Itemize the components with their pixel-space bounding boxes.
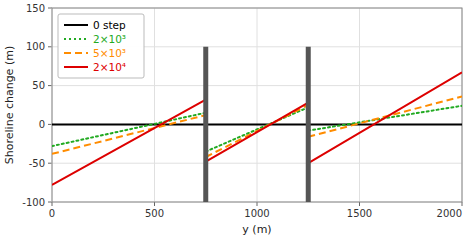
plot-frame xyxy=(52,8,462,202)
tick xyxy=(48,85,52,86)
groyne xyxy=(306,47,311,202)
legend-swatch xyxy=(64,38,88,40)
axes: -100-500501001500500100015002000 xyxy=(22,3,462,220)
series-line xyxy=(52,106,462,152)
legend-label: 2×10⁴ xyxy=(93,61,126,73)
groyne xyxy=(203,47,208,202)
tick xyxy=(48,46,52,47)
plot-area xyxy=(52,47,462,202)
legend-label: 2×10³ xyxy=(93,33,126,45)
tick xyxy=(52,202,53,206)
grid-line xyxy=(154,8,155,202)
legend-label: 0 step xyxy=(93,19,126,31)
tick xyxy=(48,124,52,125)
tick xyxy=(359,202,360,206)
tick xyxy=(462,202,463,206)
tick-label: 100 xyxy=(26,41,45,52)
tick-label: -50 xyxy=(29,158,45,169)
tick-label: 0 xyxy=(49,208,55,219)
y-axis-label: Shoreline change (m) xyxy=(3,46,16,164)
tick-label: 150 xyxy=(26,3,45,14)
series-line xyxy=(52,96,462,157)
tick xyxy=(48,8,52,9)
legend-box xyxy=(58,14,144,78)
legend: 0 step 2×10³ 5×10³ 2×10⁴ xyxy=(58,14,144,78)
tick-label: 1500 xyxy=(347,208,372,219)
series-line xyxy=(52,123,462,125)
legend-label: 5×10³ xyxy=(93,47,126,59)
grid-line xyxy=(257,8,258,202)
tick xyxy=(257,202,258,206)
tick-label: -100 xyxy=(22,197,45,208)
tick-label: 1000 xyxy=(244,208,269,219)
legend-swatch xyxy=(64,24,88,26)
legend-swatch xyxy=(64,66,88,68)
series-line xyxy=(52,72,462,185)
grid-line xyxy=(359,8,360,202)
tick-label: 50 xyxy=(32,80,45,91)
tick-label: 500 xyxy=(145,208,164,219)
tick xyxy=(48,202,52,203)
tick xyxy=(154,202,155,206)
tick-label: 0 xyxy=(39,119,45,130)
chart: -100-500501001500500100015002000y (m)Sho… xyxy=(0,0,474,238)
legend-swatch xyxy=(64,52,88,54)
tick-label: 2000 xyxy=(437,208,462,219)
tick xyxy=(48,163,52,164)
grid-line xyxy=(52,124,462,125)
x-axis-label: y (m) xyxy=(242,223,271,236)
